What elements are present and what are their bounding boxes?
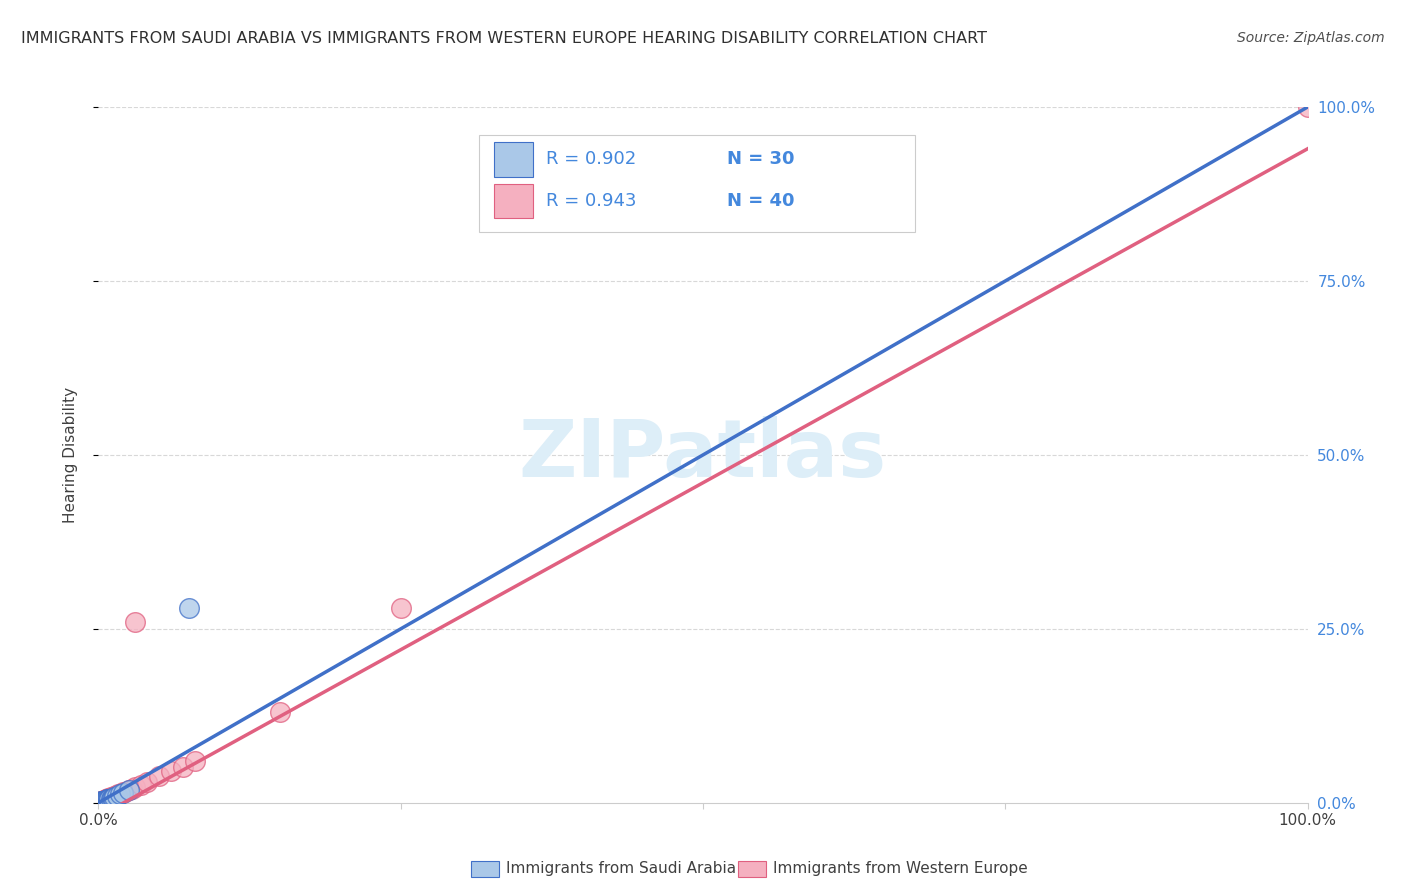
Point xyxy=(90,795,112,809)
Point xyxy=(93,793,115,807)
Point xyxy=(172,759,194,773)
Point xyxy=(114,785,136,799)
Point xyxy=(91,794,114,808)
Point xyxy=(94,792,117,806)
Point xyxy=(118,783,141,797)
Point xyxy=(91,794,114,808)
Text: Immigrants from Saudi Arabia: Immigrants from Saudi Arabia xyxy=(506,862,737,876)
Point xyxy=(269,706,291,720)
Point xyxy=(107,788,129,802)
Point xyxy=(101,791,124,805)
Point xyxy=(91,794,114,808)
Point xyxy=(89,795,111,809)
Point xyxy=(93,794,115,808)
Point xyxy=(103,789,125,803)
Point xyxy=(90,795,112,809)
Text: N = 40: N = 40 xyxy=(727,192,794,210)
Point xyxy=(89,795,111,809)
Point xyxy=(91,794,114,808)
Text: Source: ZipAtlas.com: Source: ZipAtlas.com xyxy=(1237,31,1385,45)
Point xyxy=(89,795,111,809)
Point xyxy=(98,792,121,806)
Point xyxy=(101,789,124,804)
Point xyxy=(89,795,111,809)
Point xyxy=(105,788,128,802)
Point xyxy=(89,795,111,809)
Point xyxy=(160,764,183,779)
Text: Immigrants from Western Europe: Immigrants from Western Europe xyxy=(773,862,1028,876)
Point xyxy=(97,791,120,805)
Y-axis label: Hearing Disability: Hearing Disability xyxy=(63,387,77,523)
Text: ZIPatlas: ZIPatlas xyxy=(519,416,887,494)
Point xyxy=(90,794,112,808)
Point xyxy=(118,783,141,797)
Point xyxy=(103,790,125,805)
Point xyxy=(89,796,111,810)
Point xyxy=(91,795,114,809)
Point xyxy=(87,796,110,810)
Text: R = 0.943: R = 0.943 xyxy=(546,192,637,210)
Point xyxy=(148,769,170,783)
Point xyxy=(94,794,117,808)
Point xyxy=(111,785,134,799)
Point xyxy=(129,778,152,793)
Point xyxy=(96,792,118,806)
Point xyxy=(389,601,412,615)
Point xyxy=(179,601,201,615)
Point xyxy=(93,794,115,808)
Point xyxy=(96,793,118,807)
Text: R = 0.902: R = 0.902 xyxy=(546,150,636,169)
Bar xyxy=(494,142,533,177)
Bar xyxy=(494,184,533,219)
Point xyxy=(97,792,120,806)
Point xyxy=(1296,100,1319,114)
Point xyxy=(97,793,120,807)
Point xyxy=(91,794,114,808)
Point xyxy=(184,754,207,768)
FancyBboxPatch shape xyxy=(479,135,915,232)
Point xyxy=(91,794,114,808)
Point xyxy=(98,791,121,805)
Text: IMMIGRANTS FROM SAUDI ARABIA VS IMMIGRANTS FROM WESTERN EUROPE HEARING DISABILIT: IMMIGRANTS FROM SAUDI ARABIA VS IMMIGRAN… xyxy=(21,31,987,46)
Point xyxy=(135,775,157,789)
Point xyxy=(108,788,131,802)
Point xyxy=(108,787,131,801)
Text: N = 30: N = 30 xyxy=(727,150,794,169)
Point xyxy=(96,791,118,805)
Point xyxy=(94,793,117,807)
Point xyxy=(124,780,146,795)
Point xyxy=(98,791,121,805)
Point xyxy=(90,794,112,808)
Point xyxy=(93,794,115,808)
Point xyxy=(105,789,128,803)
Point xyxy=(100,791,122,805)
Point xyxy=(90,795,112,809)
Point xyxy=(97,792,120,806)
Point xyxy=(100,790,122,805)
Point xyxy=(100,791,122,805)
Point xyxy=(100,791,122,805)
Point xyxy=(94,793,117,807)
Point xyxy=(96,793,118,807)
Point xyxy=(91,794,114,808)
Point xyxy=(111,786,134,800)
Point xyxy=(124,615,146,629)
Point xyxy=(121,781,143,796)
